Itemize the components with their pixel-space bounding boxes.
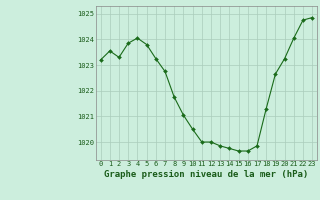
X-axis label: Graphe pression niveau de la mer (hPa): Graphe pression niveau de la mer (hPa) bbox=[104, 170, 308, 179]
